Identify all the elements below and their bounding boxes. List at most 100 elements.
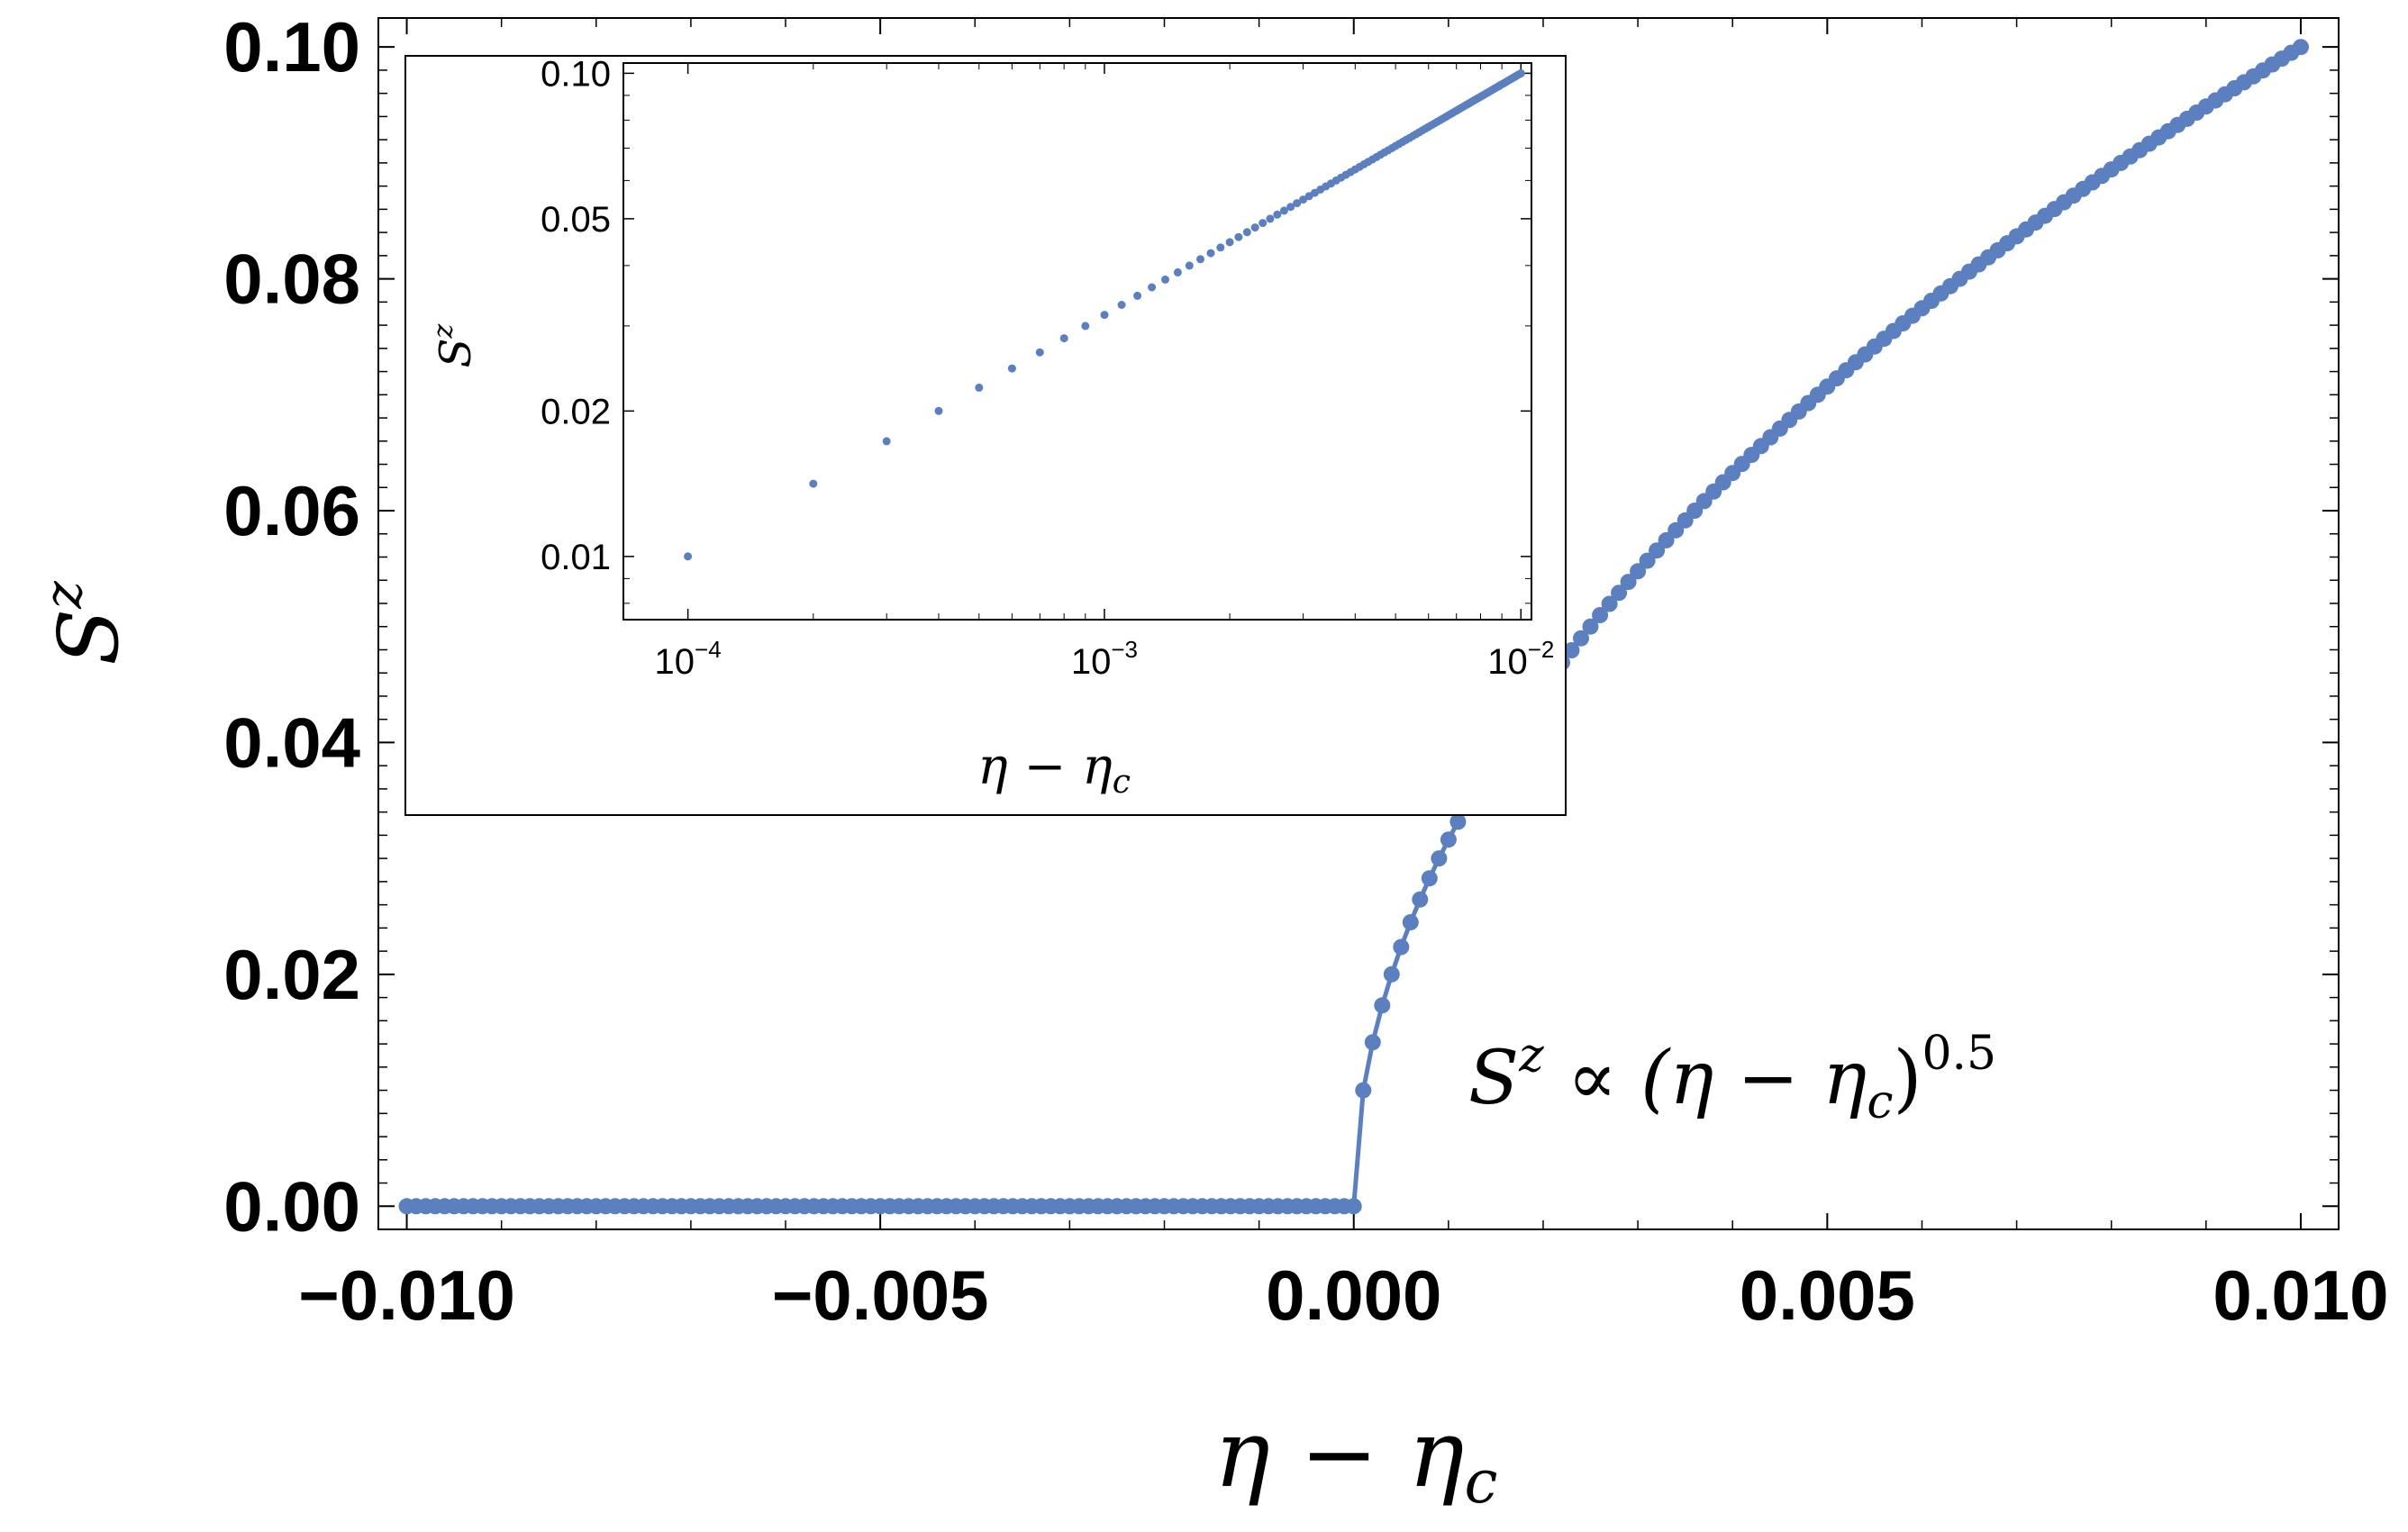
main-series	[398, 39, 2309, 1215]
main-y-tick-label: 0.00	[223, 1166, 360, 1246]
main-data-point	[1582, 618, 1599, 635]
main-y-tick-label: 0.04	[223, 703, 360, 782]
main-y-label-base: S	[41, 609, 137, 666]
main-chart: −0.010 −0.005 0.000 0.005 0.010 0.00 0.02 0.04…	[32, 7, 2389, 1517]
main-x-tick-label: 0.010	[2213, 1256, 2388, 1335]
inset-data-point	[1516, 68, 1525, 77]
inset-plot-frame	[622, 62, 1532, 621]
main-data-point	[1601, 595, 1618, 612]
inset-data-point	[1081, 322, 1090, 331]
main-plot-frame	[377, 17, 2340, 1230]
main-data-point	[1431, 850, 1448, 867]
inset-data-point	[1007, 364, 1016, 373]
inset-y-ticks: 0.01 0.02 0.05 0.10	[541, 54, 1531, 604]
inset-data-point	[1117, 301, 1126, 309]
inset-data-point	[882, 437, 891, 446]
inset-data-point	[1059, 334, 1068, 343]
inset-data-point	[1148, 283, 1157, 292]
inset-data-point	[1216, 243, 1225, 252]
inset-y-tick-label: 0.01	[541, 538, 611, 577]
main-data-point	[1412, 891, 1429, 908]
inset-y-tick-label: 0.02	[541, 392, 611, 431]
inset-data-point	[934, 406, 943, 415]
annotation-sup2: 0.5	[1922, 1027, 1996, 1081]
inset-data-point	[1242, 228, 1251, 237]
annotation-sub: c	[1867, 1075, 1893, 1129]
main-data-point	[1355, 1082, 1372, 1099]
main-data-point	[1449, 813, 1467, 830]
main-data-point	[2293, 39, 2309, 56]
main-data-point	[1402, 914, 1419, 930]
inset-data-point	[1250, 223, 1259, 232]
main-data-point	[1374, 997, 1391, 1014]
inset-data-point	[1234, 232, 1243, 241]
inset-data-point	[1206, 249, 1215, 258]
main-data-point	[1639, 552, 1656, 569]
inset-y-axis-label: Sz	[428, 323, 481, 367]
main-x-tick-label: −0.005	[772, 1256, 989, 1335]
inset-data-point	[1161, 275, 1169, 284]
inset-y-tick-label: 0.05	[541, 200, 611, 240]
inset-data-point	[1266, 214, 1275, 223]
inset-chart: 10−4 10−3 10−2 0.01 0.02 0.05 0.10 Sz η − ηc	[404, 54, 1567, 816]
inset-y-tick-label: 0.10	[541, 54, 611, 94]
inset-x-ticks: 10−4 10−3 10−2	[655, 63, 1554, 682]
inset-y-label-base: S	[431, 338, 481, 367]
inset-data-point	[1286, 203, 1295, 212]
inset-data-point	[1273, 210, 1282, 219]
main-y-tick-label: 0.08	[223, 240, 360, 319]
main-data-point	[1364, 1034, 1381, 1051]
main-y-axis-label: Sz	[32, 581, 137, 666]
main-data-point	[1649, 542, 1666, 559]
inset-data-point	[1259, 219, 1268, 228]
annotation-close: )	[1893, 1036, 1922, 1121]
main-y-ticks: 0.00 0.02 0.04 0.06 0.08 0.10	[223, 7, 2339, 1246]
inset-data-point	[1133, 291, 1142, 300]
inset-x-label-sub: c	[1113, 764, 1131, 801]
main-data-point	[1573, 630, 1589, 647]
main-y-label-sup: z	[32, 581, 94, 610]
inset-x-tick-label: 10−3	[1071, 636, 1138, 682]
inset-series	[684, 68, 1525, 561]
main-x-tick-label: −0.010	[298, 1256, 515, 1335]
inset-data-point	[1225, 238, 1234, 247]
inset-data-point	[684, 552, 693, 561]
inset-x-tick-label: 10−4	[655, 636, 722, 682]
main-data-point	[1620, 574, 1637, 591]
main-data-point	[1421, 870, 1438, 887]
inset-x-label-base: η − η	[977, 738, 1113, 796]
annotation-mid: ∝ (η − η	[1544, 1036, 1867, 1121]
main-data-point	[1345, 1198, 1362, 1215]
inset-data-point	[1173, 267, 1182, 276]
inset-x-tick-label: 10−2	[1487, 636, 1554, 682]
main-data-point	[1563, 642, 1580, 658]
annotation-base: S	[1468, 1036, 1519, 1121]
main-y-tick-label: 0.06	[223, 471, 360, 550]
main-y-tick-label: 0.02	[223, 935, 360, 1014]
main-data-point	[1440, 831, 1457, 848]
main-x-label-base: η − η	[1214, 1399, 1465, 1509]
inset-x-axis-label: η − ηc	[977, 738, 1131, 801]
main-data-point	[1383, 965, 1400, 983]
main-data-point	[1630, 563, 1647, 580]
inset-data-point	[975, 383, 984, 392]
main-x-axis-label: η − ηc	[1214, 1399, 1498, 1517]
inset-data-point	[1279, 206, 1288, 215]
inset-data-point	[1293, 199, 1302, 208]
main-x-tick-label: 0.005	[1740, 1256, 1915, 1335]
annotation-sup1: z	[1518, 1029, 1544, 1083]
inset-y-label-sup: z	[428, 323, 459, 339]
main-x-tick-label: 0.000	[1266, 1256, 1441, 1335]
inset-data-point	[809, 479, 818, 488]
inset-frame	[404, 55, 1567, 816]
main-data-point	[1393, 938, 1410, 956]
main-x-label-sub: c	[1464, 1447, 1497, 1517]
inset-data-point	[1100, 311, 1109, 320]
main-data-point	[1611, 585, 1628, 602]
scaling-annotation: Sz ∝ (η − ηc)0.5	[1468, 1027, 1996, 1129]
inset-data-point	[1299, 195, 1308, 204]
main-y-tick-label: 0.10	[223, 7, 360, 86]
inset-data-point	[1035, 348, 1044, 357]
main-data-point	[1592, 607, 1609, 623]
